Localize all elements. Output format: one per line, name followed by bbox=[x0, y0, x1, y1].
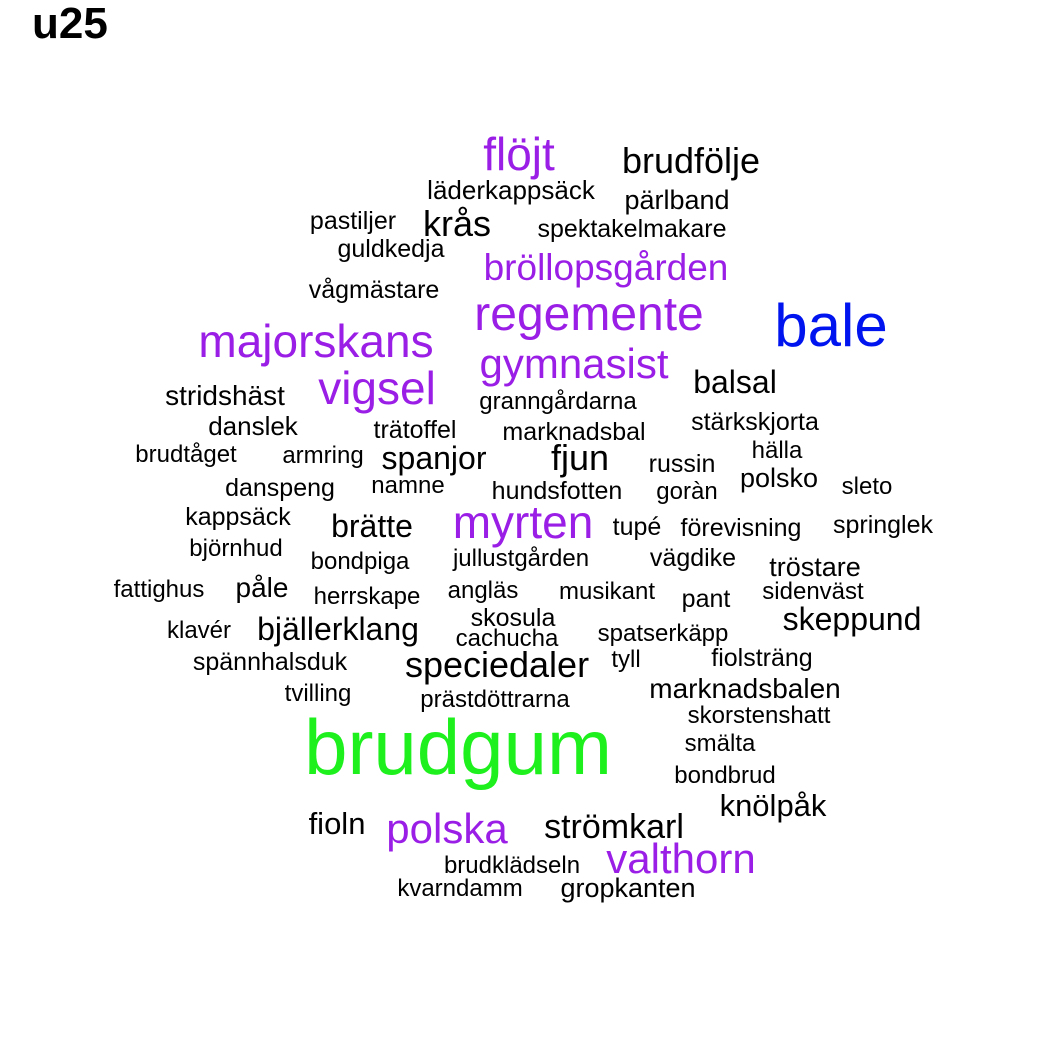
cloud-word: tupé bbox=[612, 513, 662, 541]
cloud-word: spanjor bbox=[381, 440, 487, 476]
cloud-word: armring bbox=[282, 442, 364, 469]
cloud-word: fioln bbox=[308, 806, 366, 841]
cloud-word: vägdike bbox=[649, 544, 737, 572]
cloud-word: påle bbox=[235, 572, 289, 603]
cloud-word: vigsel bbox=[318, 362, 436, 414]
cloud-word: fattighus bbox=[113, 576, 205, 603]
cloud-word: namne bbox=[371, 472, 445, 499]
cloud-word: bondbrud bbox=[674, 762, 776, 789]
cloud-word: majorskans bbox=[198, 315, 434, 367]
cloud-word: tyll bbox=[611, 646, 641, 673]
cloud-word: myrten bbox=[452, 496, 594, 548]
cloud-word: tvilling bbox=[284, 680, 352, 707]
cloud-word: marknadsbal bbox=[502, 418, 646, 446]
cloud-word: sleto bbox=[841, 473, 893, 500]
cloud-word: björnhud bbox=[189, 535, 283, 562]
cloud-word: bjällerklang bbox=[257, 611, 419, 647]
cloud-word: vågmästare bbox=[308, 276, 440, 304]
cloud-word: stärkskjorta bbox=[691, 408, 819, 436]
cloud-word: fjun bbox=[550, 437, 610, 478]
cloud-word: balsal bbox=[693, 364, 777, 400]
cloud-word: spännhalsduk bbox=[192, 648, 348, 676]
cloud-word: brudtåget bbox=[135, 441, 237, 468]
cloud-word: guldkedja bbox=[337, 235, 445, 263]
cloud-word: tröstare bbox=[769, 552, 861, 582]
cloud-word: knölpåk bbox=[719, 788, 827, 823]
cloud-word: pärlband bbox=[624, 185, 730, 215]
cloud-word: skeppund bbox=[782, 601, 922, 637]
cloud-word: smälta bbox=[684, 730, 756, 757]
cloud-word: kappsäck bbox=[185, 503, 291, 531]
cloud-word: strömkarl bbox=[544, 808, 684, 846]
cloud-word: skorstenshatt bbox=[687, 702, 831, 729]
cloud-word: bale bbox=[774, 292, 888, 359]
cloud-word: angläs bbox=[447, 577, 519, 604]
cloud-word: hälla bbox=[751, 437, 803, 464]
cloud-word: sidenväst bbox=[762, 578, 864, 605]
cloud-word: speciedaler bbox=[404, 644, 590, 685]
cloud-word: krås bbox=[422, 203, 492, 244]
cloud-word: brudfölje bbox=[621, 140, 761, 181]
cloud-word: polsko bbox=[739, 463, 819, 493]
cloud-word: brätte bbox=[331, 508, 413, 544]
cloud-word: musikant bbox=[558, 578, 656, 605]
cloud-word: bondpiga bbox=[310, 548, 410, 575]
cloud-word: kvarndamm bbox=[397, 875, 523, 902]
cloud-word: brudgum bbox=[304, 703, 612, 791]
cloud-word: läderkappsäck bbox=[427, 175, 595, 205]
cloud-word: skosula bbox=[470, 604, 556, 632]
cloud-word: valthorn bbox=[606, 835, 756, 882]
cloud-word: flöjt bbox=[483, 128, 555, 180]
cloud-word: klavér bbox=[166, 617, 232, 644]
cloud-word: fiolsträng bbox=[711, 644, 813, 672]
cloud-word: danslek bbox=[208, 411, 298, 441]
cloud-word: pant bbox=[681, 585, 731, 613]
cloud-word: gymnasist bbox=[479, 340, 669, 387]
cloud-word: goràn bbox=[656, 478, 718, 505]
cloud-word: granngårdarna bbox=[479, 388, 637, 415]
cloud-word: pastiljer bbox=[309, 207, 397, 235]
cloud-word: brudklädseln bbox=[443, 852, 581, 879]
cloud-word: trätoffel bbox=[373, 416, 457, 444]
cloud-word: prästdöttrarna bbox=[420, 686, 570, 713]
cloud-word: cachucha bbox=[455, 625, 559, 652]
page-title: u25 bbox=[32, 0, 108, 48]
cloud-word: gropkanten bbox=[560, 873, 696, 903]
cloud-word: förevisning bbox=[680, 514, 802, 542]
cloud-word: spatserkäpp bbox=[597, 620, 729, 647]
cloud-word: marknadsbalen bbox=[649, 673, 841, 704]
cloud-word: danspeng bbox=[225, 474, 335, 502]
cloud-word: springlek bbox=[832, 511, 934, 539]
cloud-word: regemente bbox=[474, 288, 704, 341]
cloud-word: herrskape bbox=[313, 583, 421, 610]
cloud-word: polska bbox=[386, 805, 508, 852]
cloud-word: spektakelmakare bbox=[537, 215, 727, 243]
cloud-word: bröllopsgården bbox=[483, 247, 729, 288]
cloud-word: stridshäst bbox=[165, 380, 285, 411]
cloud-word: russin bbox=[648, 450, 716, 478]
cloud-word: hundsfotten bbox=[491, 477, 623, 505]
cloud-word: jullustgården bbox=[452, 545, 590, 572]
